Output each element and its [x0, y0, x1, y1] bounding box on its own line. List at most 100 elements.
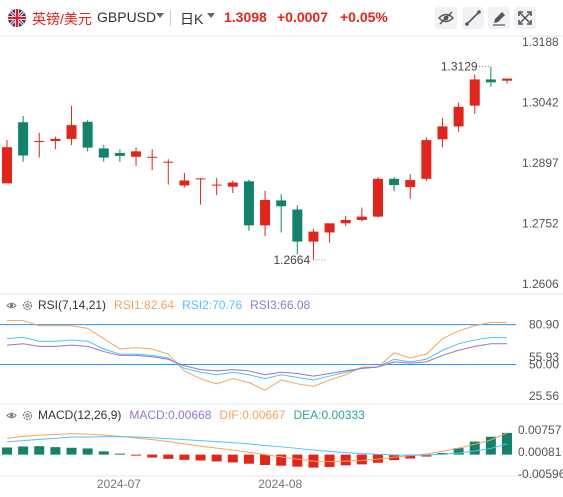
- macd-bar: [340, 454, 351, 466]
- candle-body[interactable]: [340, 219, 351, 224]
- candle-body[interactable]: [2, 147, 12, 184]
- y-tick-label: 1.2606: [522, 277, 559, 291]
- macd-bar: [324, 454, 335, 467]
- candle-body[interactable]: [195, 178, 206, 180]
- candle-body[interactable]: [227, 182, 238, 187]
- macd-bar: [147, 454, 158, 458]
- period-selector[interactable]: 日K: [180, 11, 204, 27]
- y-tick-label: 1.2752: [522, 216, 559, 230]
- settings-icon[interactable]: [22, 410, 33, 421]
- candle-body[interactable]: [421, 140, 432, 179]
- macd-bar: [211, 454, 222, 462]
- draw-line-icon[interactable]: [462, 7, 484, 29]
- price-change: +0.0007: [277, 9, 328, 25]
- rsi-header: RSI(7,14,21) RSI1:82.64 RSI2:70.76 RSI3:…: [6, 298, 318, 312]
- macd-tick-label: -0.00596: [518, 467, 563, 481]
- candle-body[interactable]: [82, 121, 93, 148]
- candle-body[interactable]: [211, 184, 222, 186]
- eye-off-icon[interactable]: [435, 7, 457, 29]
- candle-body[interactable]: [114, 153, 125, 156]
- candle-body[interactable]: [389, 178, 400, 186]
- macd-bar: [34, 446, 45, 455]
- macd-bar: [82, 448, 93, 455]
- candle-body[interactable]: [485, 79, 496, 83]
- candle-body[interactable]: [18, 122, 29, 156]
- rsi1-value: RSI1:82.64: [114, 298, 175, 312]
- candle-body[interactable]: [179, 180, 190, 186]
- candle-body[interactable]: [66, 125, 77, 139]
- rsi2-value: RSI2:70.76: [182, 298, 243, 312]
- macd-title: MACD(12,26,9): [38, 408, 122, 422]
- eye-icon[interactable]: [6, 410, 17, 421]
- period-dropdown-icon[interactable]: [207, 13, 215, 18]
- y-tick-label: 1.2897: [522, 156, 559, 170]
- candle-body[interactable]: [147, 156, 158, 158]
- y-tick-label: 1.3042: [522, 96, 559, 110]
- candle-body[interactable]: [163, 161, 174, 163]
- candle-body[interactable]: [50, 138, 61, 141]
- macd-bar: [2, 447, 12, 455]
- candle-body[interactable]: [405, 180, 416, 188]
- candle-body[interactable]: [308, 231, 319, 242]
- pair-name[interactable]: 英镑/美元: [32, 11, 92, 27]
- pair-dropdown-icon[interactable]: [156, 13, 164, 18]
- macd-bar: [131, 454, 142, 456]
- rsi-tick-label: 50.00: [529, 357, 559, 371]
- candle-body[interactable]: [276, 200, 287, 207]
- dif-value: DIF:0.00667: [219, 408, 286, 422]
- rsi-tick-label: 80.90: [529, 318, 559, 332]
- candle-body[interactable]: [469, 79, 480, 106]
- macd-bar: [195, 454, 206, 461]
- macd-bar: [227, 454, 238, 463]
- pair-code[interactable]: GBPUSD: [97, 9, 157, 25]
- macd-bar: [356, 454, 367, 465]
- macd-bar: [485, 436, 496, 455]
- high-annotation: 1.3129: [441, 60, 478, 74]
- macd-tick-label: 0.00757: [518, 423, 562, 437]
- rsi-line-rsi2: [6, 336, 507, 381]
- settings-icon[interactable]: [22, 300, 33, 311]
- macd-bar: [243, 454, 254, 464]
- candle-body[interactable]: [292, 209, 303, 242]
- macd-bar: [114, 453, 125, 455]
- rsi-line-rsi3: [6, 343, 507, 377]
- dea-value: DEA:0.00333: [293, 408, 365, 422]
- rsi-title: RSI(7,14,21): [38, 298, 107, 312]
- candle-body[interactable]: [437, 126, 448, 140]
- macd-bar: [179, 454, 190, 460]
- macd-bar: [276, 454, 287, 466]
- candle-body[interactable]: [260, 200, 271, 226]
- rsi-tick-label: 25.56: [529, 389, 559, 403]
- macd-bar: [18, 446, 29, 455]
- macd-line-dea: [6, 436, 508, 456]
- macd-bar: [292, 454, 303, 467]
- macd-header: MACD(12,26,9) MACD:0.00668 DIF:0.00667 D…: [6, 408, 373, 422]
- x-tick-label: 2024-08: [258, 477, 302, 491]
- candle-body[interactable]: [131, 151, 142, 157]
- macd-line-dif: [6, 432, 508, 462]
- y-tick-label: 1.3188: [522, 35, 559, 49]
- candle-body[interactable]: [34, 140, 45, 142]
- candle-body[interactable]: [356, 216, 367, 220]
- fullscreen-icon[interactable]: [514, 7, 536, 29]
- eye-icon[interactable]: [6, 300, 17, 311]
- candle-body[interactable]: [502, 78, 512, 81]
- candle-body[interactable]: [98, 148, 109, 158]
- candle-body[interactable]: [243, 181, 254, 226]
- candle-body[interactable]: [372, 178, 383, 217]
- toolbar: 英镑/美元 GBPUSD 日K 1.3098 +0.0007 +0.05%: [0, 0, 563, 36]
- candle-body[interactable]: [453, 106, 464, 127]
- macd-tick-label: 0.00081: [518, 445, 562, 459]
- macd-bar: [260, 454, 271, 466]
- macd-bar: [421, 454, 432, 457]
- macd-bar: [453, 448, 464, 455]
- pen-icon[interactable]: [488, 7, 510, 29]
- candle-body[interactable]: [324, 223, 335, 233]
- last-price: 1.3098: [224, 9, 267, 25]
- low-annotation: 1.2664: [273, 253, 310, 267]
- rsi-tick-label: 55.93: [529, 350, 559, 364]
- macd-bar: [50, 447, 61, 455]
- divider: [170, 10, 171, 26]
